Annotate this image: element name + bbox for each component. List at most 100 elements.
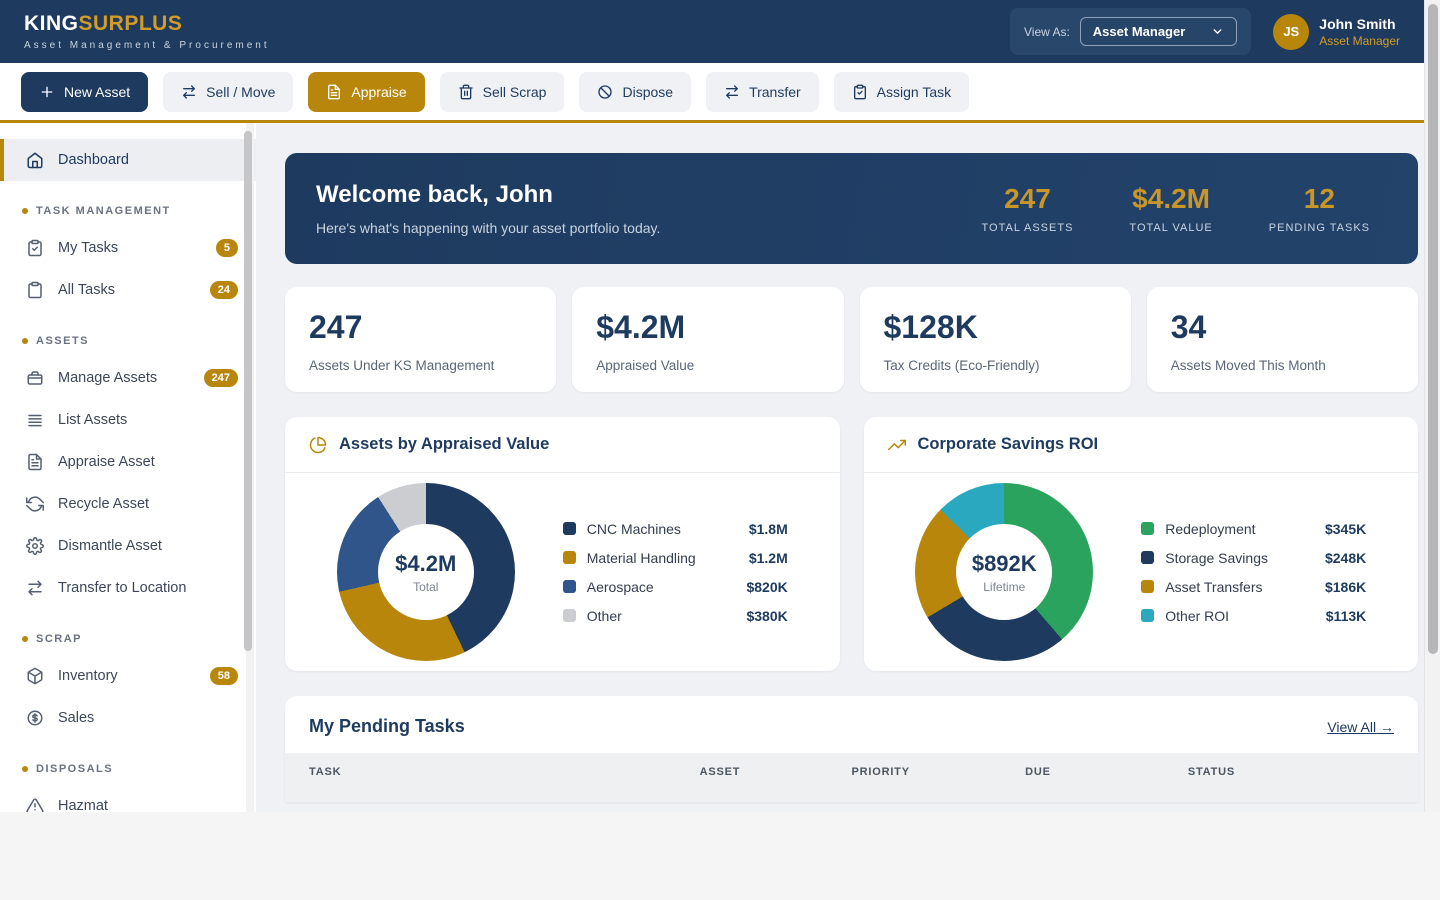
sidebar-item-appraise-asset[interactable]: Appraise Asset xyxy=(0,441,256,483)
section-dot-icon xyxy=(22,636,28,642)
sidebar-item-label: All Tasks xyxy=(58,282,115,298)
banner-stat-label: PENDING TASKS xyxy=(1268,222,1370,234)
legend-value: $186K xyxy=(1324,578,1367,595)
count-badge: 5 xyxy=(215,239,238,257)
banner-stat: 247 TOTAL ASSETS xyxy=(982,183,1074,234)
donut-chart: $892K Lifetime xyxy=(915,483,1094,661)
legend-label: Storage Savings xyxy=(1165,549,1268,566)
legend-label: Other ROI xyxy=(1165,607,1230,624)
sidebar-item-label: List Assets xyxy=(58,412,128,428)
view-as-select[interactable]: Asset Manager xyxy=(1079,17,1238,46)
sidebar-scrollbar-thumb[interactable] xyxy=(244,131,252,651)
legend-label: Redeployment xyxy=(1165,520,1256,537)
sidebar-item-sales[interactable]: Sales xyxy=(0,697,256,739)
toolbar-button-new-asset[interactable]: New Asset xyxy=(21,71,149,112)
sidebar-item-my-tasks[interactable]: My Tasks 5 xyxy=(0,227,256,269)
stat-card-value: $128K xyxy=(883,309,978,345)
chart-legend: Redeployment $345K Storage Savings $248K Ass… xyxy=(1141,521,1366,624)
trending-up-icon xyxy=(887,439,906,450)
sidebar-item-list-assets[interactable]: List Assets xyxy=(0,399,256,441)
banner-stat-label: TOTAL VALUE xyxy=(1129,222,1213,234)
section-dot-icon xyxy=(22,208,28,214)
sidebar-item-label: My Tasks xyxy=(58,240,119,256)
legend-item: Other $380K xyxy=(562,608,788,624)
sidebar-item-label: Sales xyxy=(58,710,95,726)
clipboard-check-icon xyxy=(853,84,866,99)
tasks-column-priority: PRIORITY xyxy=(851,766,910,778)
legend-swatch xyxy=(1141,580,1155,593)
legend-label: Asset Transfers xyxy=(1165,578,1263,595)
stat-card-label: Appraised Value xyxy=(596,358,695,373)
sidebar-item-all-tasks[interactable]: All Tasks 24 xyxy=(0,269,256,311)
toolbar-button-assign-task[interactable]: Assign Task xyxy=(833,71,970,112)
clipboard-icon xyxy=(28,281,42,299)
sidebar-section-label: ASSETS xyxy=(36,335,90,347)
brand: KINGSURPLUS Asset Management & Procureme… xyxy=(24,12,270,51)
view-as-label: View As: xyxy=(1023,24,1070,39)
stat-card-value: 34 xyxy=(1170,309,1207,345)
count-badge: 58 xyxy=(209,667,238,685)
sidebar-section-label: DISPOSALS xyxy=(36,763,114,775)
toolbar-button-sell-move[interactable]: Sell / Move xyxy=(163,71,294,112)
sidebar-item-transfer-to-location[interactable]: Transfer to Location xyxy=(0,567,256,609)
user-menu[interactable]: JS John Smith Asset Manager xyxy=(1273,13,1400,50)
legend-value: $820K xyxy=(746,578,788,595)
legend-swatch xyxy=(1141,609,1155,622)
tasks-column-status: STATUS xyxy=(1187,766,1235,778)
chart-card-corporate-savings-roi: Corporate Savings ROI $892K Lifetime Redepl… xyxy=(863,417,1418,671)
sidebar-item-label: Manage Assets xyxy=(58,370,158,386)
user-role: Asset Manager xyxy=(1319,33,1400,48)
toolbar-button-appraise[interactable]: Appraise xyxy=(308,71,425,112)
action-toolbar: New Asset Sell / Move Appraise Sell Scrap Di… xyxy=(0,63,1440,123)
view-all-link[interactable]: View All → xyxy=(1327,718,1394,735)
chevron-down-icon xyxy=(1213,29,1222,34)
toolbar-button-dispose[interactable]: Dispose xyxy=(579,71,692,112)
sidebar-item-label: Recycle Asset xyxy=(58,496,150,512)
avatar: JS xyxy=(1273,13,1310,50)
toolbar-button-transfer[interactable]: Transfer xyxy=(706,71,819,112)
sidebar-scrollbar-track[interactable] xyxy=(244,123,254,812)
sidebar-section-heading: ASSETS xyxy=(0,311,256,357)
tasks-table-header: TASK ASSET PRIORITY DUE STATUS xyxy=(285,753,1418,802)
header-right: View As: Asset Manager JS John Smith Ass… xyxy=(1009,8,1400,55)
toolbar-button-label: Dispose xyxy=(622,83,674,100)
tasks-column-asset: ASSET xyxy=(699,766,741,778)
sidebar-section-label: TASK MANAGEMENT xyxy=(36,205,171,217)
window-scrollbar-thumb[interactable] xyxy=(1428,4,1438,654)
refresh-icon xyxy=(26,496,44,512)
brand-secondary: SURPLUS xyxy=(78,12,183,35)
legend-item: CNC Machines $1.8M xyxy=(562,520,788,537)
legend-value: $345K xyxy=(1324,520,1367,537)
sidebar-item-hazmat[interactable]: Hazmat xyxy=(0,785,256,812)
window-scrollbar-track[interactable] xyxy=(1424,0,1440,812)
sidebar-item-label: Hazmat xyxy=(58,798,108,812)
chart-card-header: Corporate Savings ROI xyxy=(863,417,1418,473)
brand-logo: KINGSURPLUS xyxy=(24,12,270,36)
chart-legend: CNC Machines $1.8M Material Handling $1.2M A… xyxy=(562,520,788,624)
section-dot-icon xyxy=(22,766,28,772)
donut-center-value: $892K xyxy=(971,550,1037,576)
stat-card: $4.2M Appraised Value xyxy=(572,287,844,392)
toolbar-button-label: Sell Scrap xyxy=(482,83,547,100)
sidebar-item-inventory[interactable]: Inventory 58 xyxy=(0,655,256,697)
toolbar-button-label: Appraise xyxy=(351,83,407,100)
legend-swatch xyxy=(562,580,576,593)
stat-card-value: 247 xyxy=(309,309,363,345)
sidebar-item-recycle-asset[interactable]: Recycle Asset xyxy=(0,483,256,525)
sidebar-item-dashboard[interactable]: Dashboard xyxy=(0,139,256,181)
sidebar-item-label: Dismantle Asset xyxy=(58,538,162,554)
home-icon xyxy=(27,152,43,169)
sidebar-item-manage-assets[interactable]: Manage Assets 247 xyxy=(0,357,256,399)
sidebar-item-label: Appraise Asset xyxy=(58,454,155,470)
banner-stats: 247 TOTAL ASSETS $4.2M TOTAL VALUE 12 PENDING… xyxy=(982,183,1370,234)
page-background xyxy=(0,812,1440,900)
banner-stat: 12 PENDING TASKS xyxy=(1269,183,1370,234)
content-area: Dashboard TASK MANAGEMENT My Tasks 5 All Tas… xyxy=(0,123,1440,812)
sidebar-item-dismantle-asset[interactable]: Dismantle Asset xyxy=(0,525,256,567)
toolbar-button-sell-scrap[interactable]: Sell Scrap xyxy=(439,71,565,112)
transfer-arrows-icon xyxy=(183,84,196,99)
legend-swatch xyxy=(562,522,576,535)
legend-value: $1.2M xyxy=(748,549,788,566)
legend-value: $1.8M xyxy=(748,520,788,537)
list-icon xyxy=(28,414,42,427)
